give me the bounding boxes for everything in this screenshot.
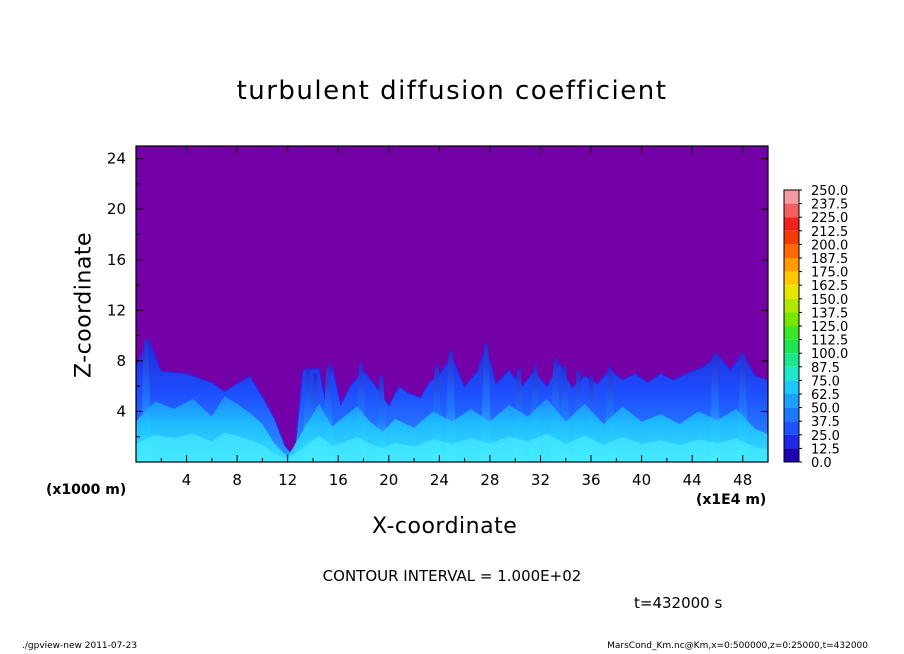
colorbar-swatch — [784, 271, 799, 286]
colorbar-label: 100.0 — [811, 347, 848, 362]
y-tick-label: 4 — [116, 402, 126, 420]
x-tick-label: 20 — [379, 471, 398, 489]
colorbar-label: 225.0 — [811, 211, 848, 226]
colorbar-label: 212.5 — [811, 225, 848, 240]
colorbar-label: 200.0 — [811, 238, 848, 253]
x-tick-label: 48 — [733, 471, 752, 489]
colorbar-swatch — [784, 421, 799, 435]
colorbar-swatch — [784, 339, 799, 354]
colorbar-label: 187.5 — [811, 252, 848, 267]
y-tick-label: 24 — [107, 150, 126, 168]
colorbar-label: 50.0 — [811, 402, 840, 417]
y-tick-label: 12 — [107, 301, 126, 319]
y-axis-label: Z-coordinate — [71, 232, 97, 378]
colorbar-swatch — [784, 312, 799, 326]
colorbar-swatch — [784, 407, 799, 422]
colorbar: 250.0237.5225.0212.5200.0187.5175.0162.5… — [783, 184, 848, 471]
colorbar-swatch — [784, 298, 799, 313]
colorbar-label: 150.0 — [811, 293, 848, 308]
colorbar-swatch — [784, 285, 799, 299]
x-tick-label: 28 — [480, 471, 499, 489]
x-unit-label: (x1E4 m) — [696, 492, 767, 508]
footer-right: MarsCond_Km.nc@Km,x=0:500000,z=0:25000,t… — [607, 641, 868, 651]
x-tick-label: 8 — [232, 471, 242, 489]
colorbar-label: 87.5 — [811, 361, 840, 376]
colorbar-label: 237.5 — [811, 198, 848, 213]
colorbar-swatch — [784, 353, 799, 367]
contour-interval: CONTOUR INTERVAL = 1.000E+02 — [322, 567, 582, 585]
x-tick-label: 36 — [581, 471, 600, 489]
colorbar-swatch — [784, 434, 799, 449]
colorbar-label: 112.5 — [811, 334, 848, 349]
colorbar-label: 137.5 — [811, 306, 848, 321]
x-tick-label: 16 — [329, 471, 348, 489]
colorbar-label: 250.0 — [811, 184, 848, 199]
heatmap-field — [136, 337, 768, 462]
y-unit-label: (x1000 m) — [46, 482, 127, 498]
x-tick-label: 24 — [430, 471, 449, 489]
colorbar-swatch — [784, 258, 799, 272]
x-tick-label: 12 — [278, 471, 297, 489]
plot-frame — [135, 145, 769, 463]
colorbar-label: 75.0 — [811, 374, 840, 389]
colorbar-swatch — [784, 394, 799, 408]
x-axis-label: X-coordinate — [372, 514, 518, 539]
colorbar-swatch — [784, 244, 799, 258]
colorbar-label: 12.5 — [811, 442, 840, 457]
colorbar-label: 37.5 — [811, 415, 840, 430]
colorbar-swatch — [784, 448, 799, 462]
x-tick-label: 4 — [182, 471, 192, 489]
x-tick-label: 44 — [683, 471, 702, 489]
colorbar-swatch — [784, 380, 799, 394]
colorbar-label: 162.5 — [811, 279, 848, 294]
colorbar-swatch — [784, 190, 799, 204]
colorbar-swatch — [784, 326, 799, 340]
y-tick-label: 16 — [107, 251, 126, 269]
y-tick-label: 8 — [116, 352, 126, 370]
colorbar-swatch — [784, 217, 799, 231]
time-label: t=432000 s — [634, 594, 723, 612]
y-tick-label: 20 — [107, 200, 126, 218]
colorbar-swatch — [784, 230, 799, 245]
x-tick-label: 40 — [632, 471, 651, 489]
x-tick-label: 32 — [531, 471, 550, 489]
footer-left: ./gpview-new 2011-07-23 — [22, 641, 138, 651]
surface-maximum-band — [136, 432, 768, 462]
colorbar-label: 175.0 — [811, 266, 848, 281]
chart-title: turbulent diffusion coefficient — [236, 76, 668, 106]
colorbar-label: 25.0 — [811, 429, 840, 444]
colorbar-swatch — [784, 366, 799, 381]
colorbar-swatch — [784, 203, 799, 218]
colorbar-label: 0.0 — [811, 456, 832, 471]
colorbar-label: 62.5 — [811, 388, 840, 403]
colorbar-label: 125.0 — [811, 320, 848, 335]
